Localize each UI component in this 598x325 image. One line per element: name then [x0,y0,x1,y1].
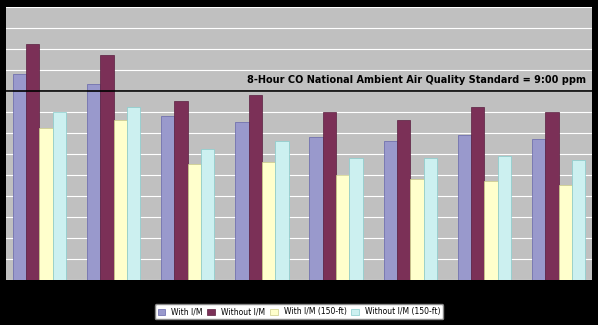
Bar [309,137,323,280]
Bar [188,164,201,280]
Bar [275,141,289,280]
Bar [410,179,423,280]
Bar [235,122,249,280]
Bar [484,181,498,280]
Bar [114,120,127,280]
Bar [26,44,39,280]
Bar [53,111,66,280]
Bar [545,111,559,280]
Bar [127,107,141,280]
Bar [262,162,275,280]
Bar [161,116,175,280]
Text: 8-Hour CO National Ambient Air Quality Standard = 9:00 ppm: 8-Hour CO National Ambient Air Quality S… [247,75,586,85]
Bar [423,158,437,280]
Bar [336,175,349,280]
Bar [39,128,53,280]
Bar [249,95,262,280]
Legend: With I/M, Without I/M, With I/M (150-ft), Without I/M (150-ft): With I/M, Without I/M, With I/M (150-ft)… [154,304,444,319]
Bar [383,141,397,280]
Bar [13,74,26,280]
Bar [498,156,511,280]
Bar [100,55,114,280]
Bar [175,101,188,280]
Bar [87,84,100,280]
Bar [572,160,585,280]
Bar [471,107,484,280]
Bar [323,111,336,280]
Bar [201,149,215,280]
Bar [532,139,545,280]
Bar [349,158,363,280]
Bar [397,120,410,280]
Bar [559,185,572,280]
Bar [457,135,471,280]
